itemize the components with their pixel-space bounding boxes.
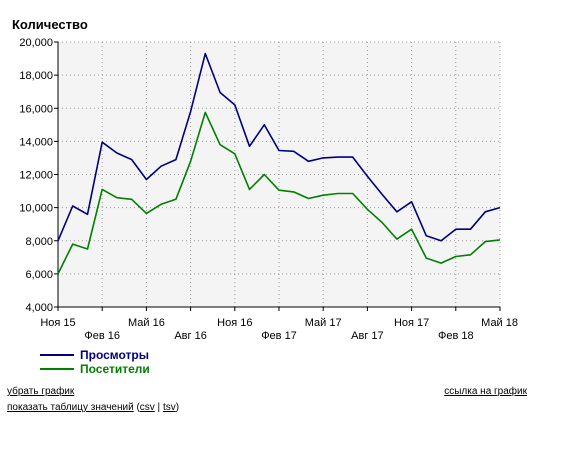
series-line-visitors — [57, 111, 501, 275]
y-tick-label: 14,000 — [19, 136, 53, 148]
y-tick-label: 18,000 — [19, 70, 53, 82]
y-tick-label: 16,000 — [19, 103, 53, 115]
legend-item-visitors: Посетители — [40, 361, 150, 376]
y-tick-label: 20,000 — [19, 37, 53, 49]
x-tick-label: Фев 16 — [84, 330, 120, 342]
x-tick-label: Авг 17 — [351, 330, 383, 342]
links-right: ссылка на график — [444, 386, 527, 397]
y-tick-label: 12,000 — [19, 170, 53, 182]
y-tick-label: 10,000 — [19, 203, 53, 215]
y-tick-label: 4,000 — [25, 302, 53, 314]
csv-link[interactable]: csv — [139, 402, 155, 413]
x-tick-label: Ноя 17 — [394, 317, 429, 329]
links-left-bottom: показать таблицу значений (csv | tsv) — [7, 402, 179, 413]
paren-close: ) — [175, 402, 180, 413]
x-tick-label: Май 18 — [481, 317, 518, 329]
y-axis-title: Количество — [12, 17, 88, 32]
remove-chart-link[interactable]: убрать график — [7, 386, 75, 397]
tsv-link[interactable]: tsv — [162, 402, 176, 413]
separator: | — [154, 402, 163, 413]
paren-open: ( — [133, 402, 140, 413]
legend-item-views: Просмотры — [40, 347, 150, 362]
legend-swatch-views — [40, 353, 74, 356]
y-tick-label: 8,000 — [25, 236, 53, 248]
legend: Просмотры Посетители — [40, 348, 150, 376]
x-tick-label: Фев 17 — [261, 330, 297, 342]
legend-swatch-visitors — [40, 367, 74, 370]
x-tick-label: Фев 18 — [438, 330, 474, 342]
series-line-views — [57, 52, 501, 242]
x-tick-label: Авг 16 — [174, 330, 206, 342]
x-tick-label: Ноя 15 — [40, 317, 75, 329]
line-chart: 4,000 6,000 8,000 10,000 12,000 14,000 16,000 1… — [12, 17, 518, 342]
y-tick-label: 6,000 — [25, 269, 53, 281]
legend-label-visitors: Посетители — [80, 361, 150, 376]
links-left-top: убрать график — [7, 386, 74, 397]
x-tick-label: Май 17 — [305, 317, 342, 329]
legend-label-views: Просмотры — [80, 347, 150, 362]
x-tick-label: Май 16 — [128, 317, 165, 329]
x-tick-label: Ноя 16 — [217, 317, 252, 329]
show-table-link[interactable]: показать таблицу значений — [7, 402, 134, 413]
chart-link[interactable]: ссылка на график — [444, 386, 527, 397]
